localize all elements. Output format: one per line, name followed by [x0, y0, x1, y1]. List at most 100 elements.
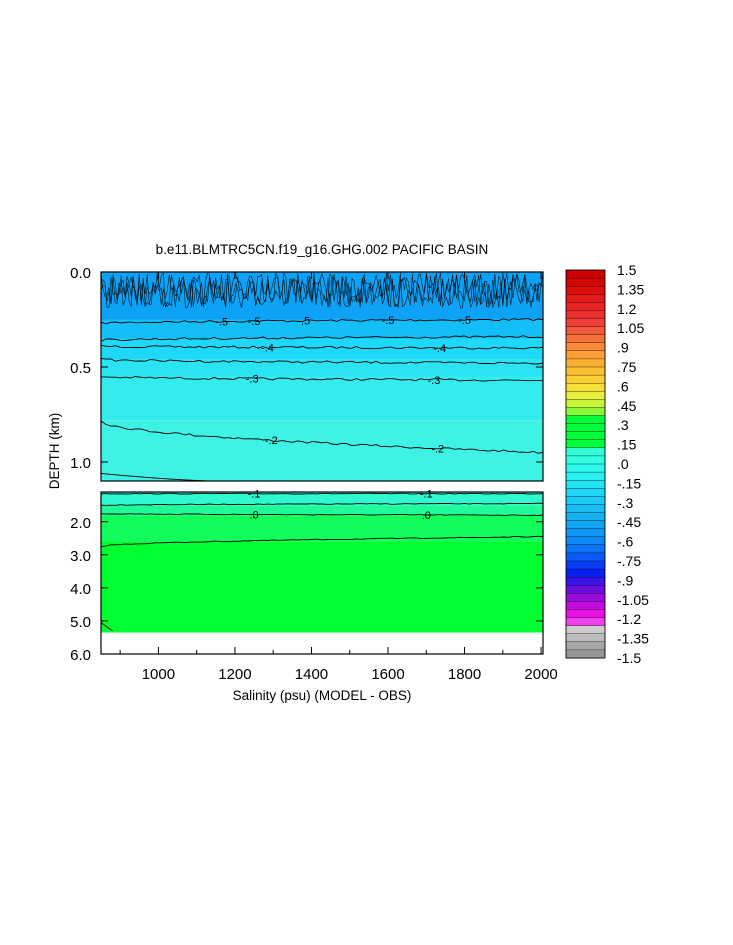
field-band: [101, 272, 543, 320]
lower-contour-fill: [101, 492, 543, 633]
colorbar-swatch: [565, 285, 606, 295]
field-band: [101, 492, 543, 494]
x-axis-label: Salinity (psu) (MODEL - OBS): [233, 688, 412, 703]
colorbar-label: -.3: [617, 495, 634, 511]
colorbar-swatch: [565, 342, 606, 352]
colorbar-swatch: [565, 350, 606, 360]
y-tick-label: 2.0: [70, 515, 91, 532]
colorbar-label: -1.05: [617, 592, 649, 608]
colorbar-swatch: [565, 552, 606, 562]
upper-contour-labels: -.5 -.5 -.5 -.5 -.5 -.4 -.4 -.3 -.3 -.2 -.2: [215, 315, 471, 456]
colorbar-swatch: [565, 318, 606, 328]
colorbar-swatch: [565, 374, 606, 384]
colorbar-swatch: [565, 479, 606, 489]
colorbar-swatch: [565, 382, 606, 392]
y-tick-label: 0.5: [70, 360, 91, 377]
colorbar-swatch: [565, 576, 606, 586]
contour-line: [100, 318, 544, 325]
colorbar-swatch: [565, 585, 606, 594]
field-band: [101, 505, 543, 516]
contour-label: -.2: [431, 443, 444, 455]
colorbar-swatch: [565, 294, 606, 303]
field-band: [101, 319, 543, 339]
colorbar-label: -.6: [617, 534, 634, 550]
contour-label: .0: [249, 509, 258, 521]
contour-line: [100, 513, 544, 516]
contour-label: -.1: [420, 489, 433, 501]
colorbar-label: .15: [617, 437, 637, 453]
upper-contour-fill: [101, 272, 543, 481]
colorbar-label: .45: [617, 398, 637, 414]
contour-line: [100, 358, 544, 365]
y-tick-label: 1.0: [70, 455, 91, 472]
colorbar-label: -1.35: [617, 631, 649, 647]
colorbar-swatch: [565, 302, 606, 311]
surface-noise-contours: [100, 272, 544, 309]
contour-label: -.5: [248, 316, 261, 328]
colorbar-frame: [565, 269, 606, 659]
contour-label: -.4: [261, 342, 274, 354]
colorbar-swatch: [565, 512, 606, 522]
colorbar-label: 1.2: [617, 301, 637, 317]
contour-label: -.4: [433, 343, 446, 355]
colorbar-label: -.75: [617, 553, 641, 569]
colorbar-swatch: [565, 447, 606, 457]
colorbar: 1.5 1.35 1.2 1.05 .9 .75 .6 .45 .3 .15 .0 -.15 -.3 -.…: [565, 262, 649, 666]
colorbar-swatch: [565, 471, 606, 481]
x-tick-label: 2000: [524, 666, 557, 683]
y-axis-ticks: 0.0 0.5 1.0 2.0 3.0 4.0 5.0 6.0: [70, 265, 543, 664]
colorbar-label: .3: [617, 417, 629, 433]
colorbar-label: .0: [617, 456, 629, 472]
colorbar-swatch: [565, 407, 606, 416]
x-tick-label: 1400: [295, 666, 328, 683]
upper-contour-lines: [100, 318, 544, 482]
colorbar-swatch: [565, 439, 606, 449]
lower-panel: -.1 -.1 .0 .0: [100, 489, 544, 655]
upper-panel: -.5 -.5 -.5 -.5 -.5 -.4 -.4 -.3 -.3 -.2 -.2: [100, 271, 544, 482]
contour-line: [100, 344, 544, 350]
contour-line: [100, 622, 113, 632]
contour-label: -.3: [246, 374, 259, 386]
colorbar-swatch: [565, 560, 606, 570]
lower-panel-frame: [100, 491, 544, 655]
lower-contour-lines: [100, 492, 544, 632]
colorbar-swatch: [565, 366, 606, 376]
upper-panel-frame: [100, 271, 544, 482]
field-band: [101, 420, 543, 481]
colorbar-swatch: [565, 358, 606, 368]
colorbar-swatch: [565, 520, 606, 530]
colorbar-swatch: [565, 625, 606, 635]
colorbar-swatch: [565, 609, 606, 619]
y-tick-label: 0.0: [70, 265, 91, 282]
contour-line: [100, 535, 544, 548]
noise-contour: [100, 272, 544, 308]
field-band: [101, 338, 543, 360]
colorbar-swatch: [565, 617, 606, 627]
contour-label: -.2: [265, 435, 278, 447]
colorbar-swatch: [565, 463, 606, 473]
colorbar-swatch: [565, 649, 606, 659]
y-tick-label: 6.0: [70, 647, 91, 664]
colorbar-swatch: [565, 536, 606, 546]
colorbar-swatch: [565, 544, 606, 554]
colorbar-swatch: [565, 641, 606, 651]
colorbar-swatch: [565, 391, 606, 400]
colorbar-label: .6: [617, 378, 629, 394]
y-tick-label: 5.0: [70, 614, 91, 631]
field-band: [101, 493, 543, 506]
colorbar-swatch: [565, 496, 606, 505]
x-axis-ticks: 1000 1200 1400 1600 1800 2000: [119, 272, 558, 683]
colorbar-swatch: [565, 504, 606, 513]
y-axis-label: DEPTH (km): [47, 413, 62, 490]
colorbar-label: .75: [617, 359, 637, 375]
contour-line: [101, 376, 544, 382]
colorbar-swatch: [565, 334, 606, 344]
colorbar-swatch: [565, 528, 606, 538]
field-band: [101, 376, 543, 421]
field-band: [101, 541, 543, 633]
colorbar-label: .9: [617, 340, 629, 356]
contour-line: [100, 420, 544, 454]
colorbar-swatch: [565, 399, 606, 408]
colorbar-swatch: [565, 431, 606, 441]
